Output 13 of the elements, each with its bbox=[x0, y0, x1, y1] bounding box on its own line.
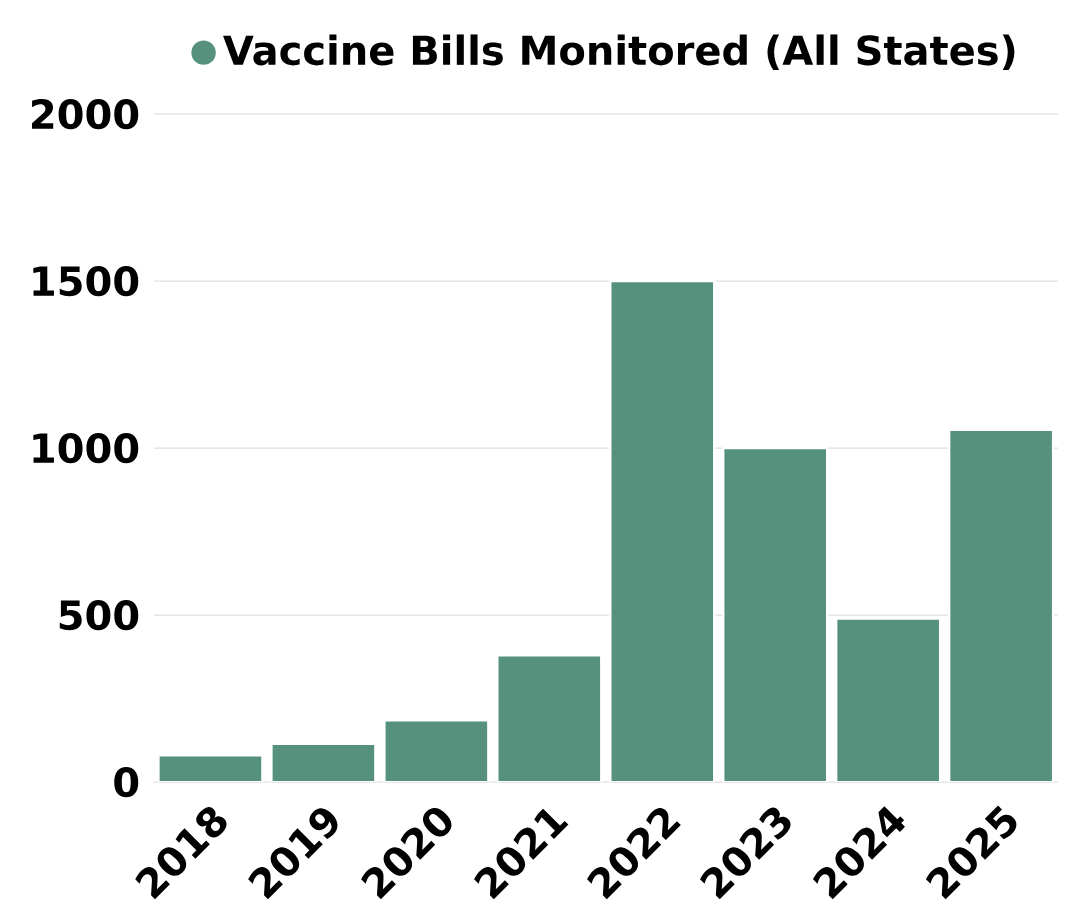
bar bbox=[384, 720, 489, 783]
bar bbox=[836, 618, 941, 783]
bar bbox=[497, 655, 602, 783]
y-tick-label: 1000 bbox=[33, 433, 139, 464]
bar bbox=[610, 281, 715, 783]
bar bbox=[271, 743, 376, 783]
legend-label: Vaccine Bills Monitored (All States) bbox=[223, 34, 1015, 71]
y-tick-label: 1500 bbox=[33, 265, 139, 297]
y-tick-label: 2000 bbox=[32, 98, 139, 130]
bar bbox=[948, 428, 1055, 783]
bar bbox=[723, 448, 828, 783]
y-tick-label: 500 bbox=[59, 600, 139, 631]
y-tick-label: 0 bbox=[114, 767, 139, 798]
